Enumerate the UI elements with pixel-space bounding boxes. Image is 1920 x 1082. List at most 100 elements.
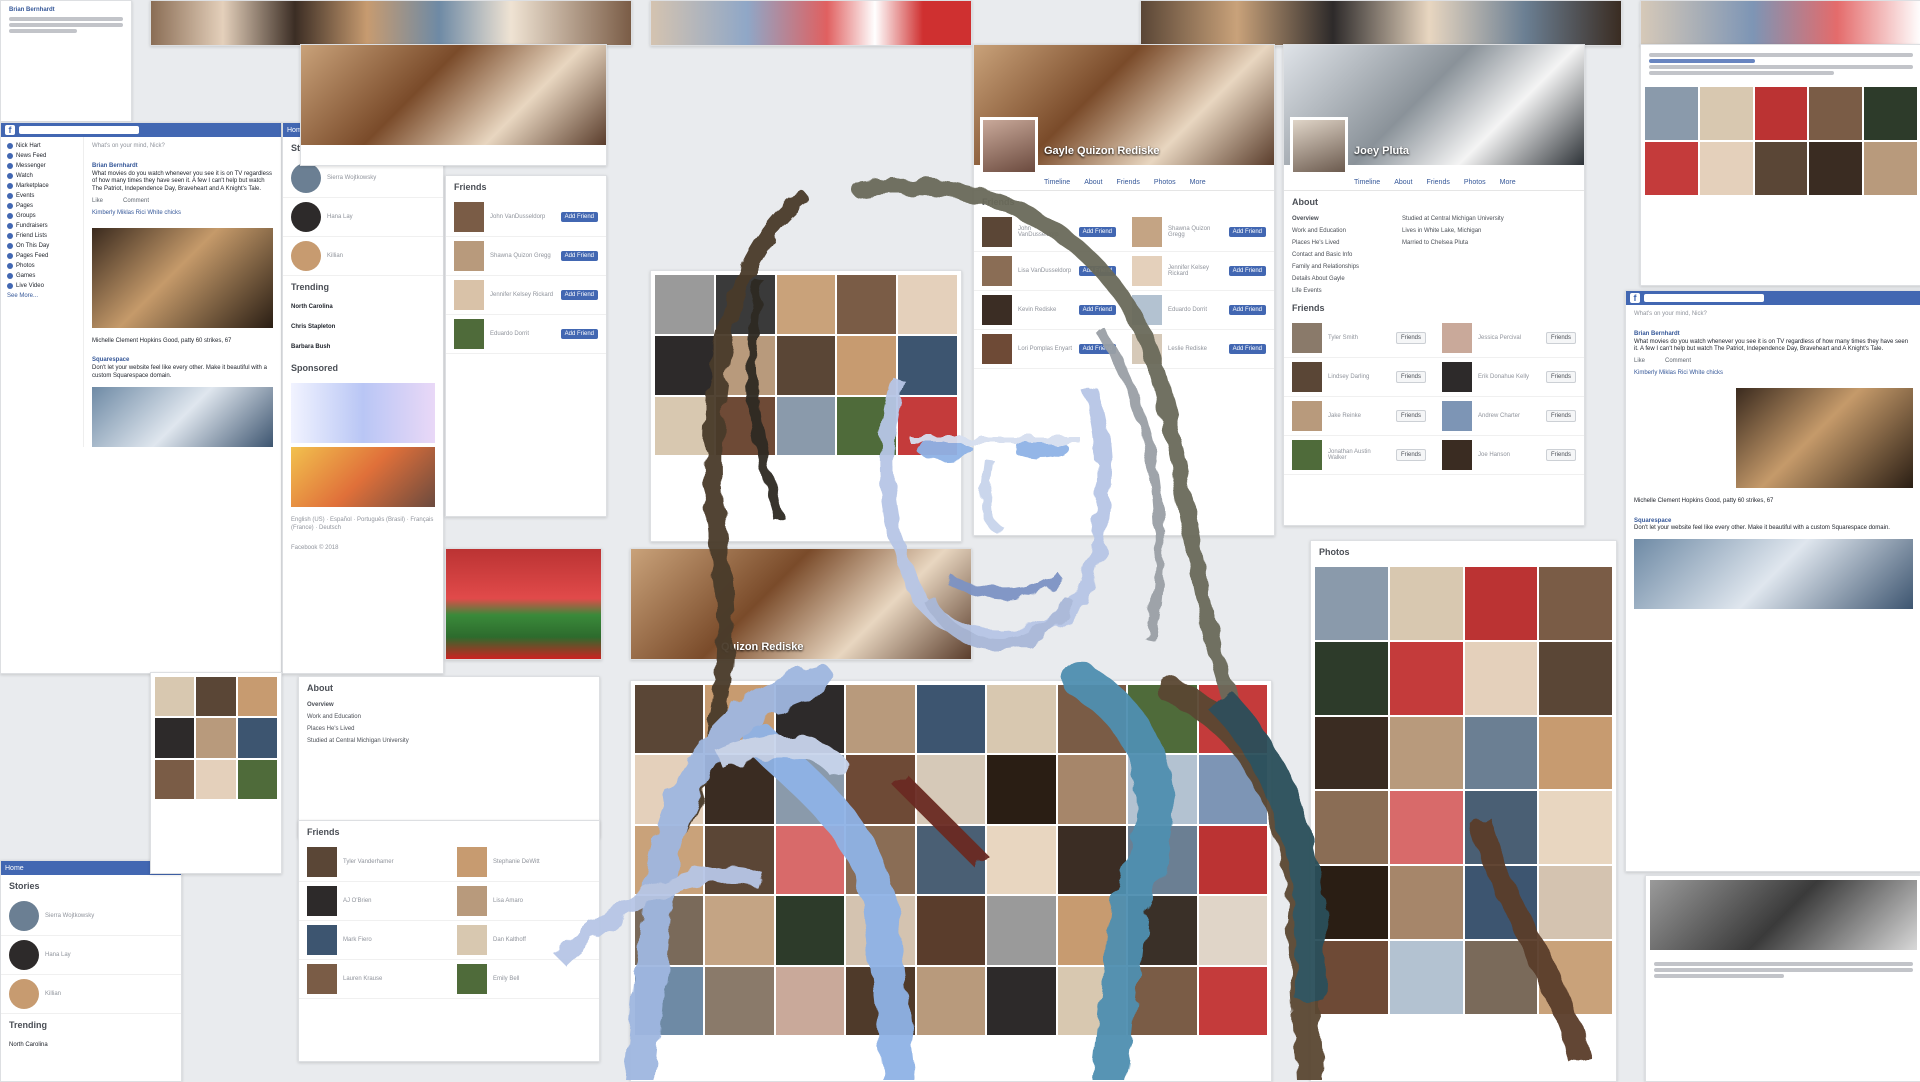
nav-pages-feed[interactable]: Pages Feed [7, 251, 77, 261]
trend-item[interactable]: Chris Stapleton [291, 323, 336, 330]
add-friend-button[interactable]: Add Friend [560, 290, 598, 300]
add-friend-button[interactable]: Add Friend [1078, 305, 1116, 315]
composer[interactable]: What's on your mind, Nick? [84, 137, 281, 157]
composer[interactable]: What's on your mind, Nick? [1634, 311, 1707, 317]
like-button[interactable]: Like [92, 197, 104, 204]
comment-button[interactable]: Comment [1665, 358, 1692, 365]
add-friend-button[interactable]: Add Friend [560, 212, 598, 222]
friends-button[interactable]: Friends [1395, 449, 1426, 461]
add-friend-button[interactable]: Add Friend [560, 251, 598, 261]
post-author[interactable]: Brian Bernhardt [92, 162, 138, 169]
nav-on-this-day[interactable]: On This Day [7, 241, 77, 251]
tab-timeline[interactable]: Timeline [1044, 179, 1071, 186]
add-friend-button[interactable]: Add Friend [1228, 227, 1266, 237]
story-item[interactable]: Killian [1, 975, 181, 1014]
about-life-events[interactable]: Life Events [1292, 288, 1322, 294]
add-friend-button[interactable]: Add Friend [1078, 266, 1116, 276]
nav-home[interactable]: Home [5, 864, 24, 872]
cover-photo: Gayle Quizon Rediske [974, 45, 1274, 175]
comment-button[interactable]: Comment [123, 197, 150, 204]
add-friend-button[interactable]: Add Friend [560, 329, 598, 339]
nav-fundraisers[interactable]: Fundraisers [7, 221, 77, 231]
ad-image[interactable] [291, 447, 435, 508]
sponsored-name[interactable]: Squarespace [92, 357, 130, 364]
about-contact[interactable]: Contact and Basic Info [1292, 252, 1353, 258]
ad-image[interactable] [1634, 539, 1913, 610]
trend-item[interactable]: North Carolina [9, 1042, 48, 1048]
add-friend-button[interactable]: Add Friend [1078, 344, 1116, 354]
about-overview[interactable]: Overview [1292, 216, 1319, 222]
nav-marketplace[interactable]: Marketplace [7, 181, 77, 191]
about-places[interactable]: Places He's Lived [307, 726, 355, 732]
about-overview[interactable]: Overview [307, 702, 334, 708]
add-friend-button[interactable]: Add Friend [1228, 266, 1266, 276]
about-details[interactable]: Details About Gayle [1292, 276, 1345, 282]
nav-pages[interactable]: Pages [7, 201, 77, 211]
tab-more[interactable]: More [1499, 179, 1516, 186]
nav-live-video[interactable]: Live Video [7, 281, 77, 291]
trend-item[interactable]: Barbara Bush [291, 343, 331, 350]
nav-see-more[interactable]: See More... [7, 293, 39, 299]
ad-chart-image[interactable] [291, 383, 435, 444]
about-family[interactable]: Family and Relationships [1292, 264, 1360, 270]
friends-button[interactable]: Friends [1395, 332, 1426, 344]
tab-friends[interactable]: Friends [1426, 179, 1450, 186]
friends-button[interactable]: Friends [1395, 371, 1426, 383]
nav-events[interactable]: Events [7, 191, 77, 201]
story-item[interactable]: Killian [283, 237, 443, 276]
story-item[interactable]: Hana Lay [1, 936, 181, 975]
add-friend-button[interactable]: Add Friend [1228, 344, 1266, 354]
profile-name[interactable]: Quizon Rediske [721, 641, 804, 653]
profile-name[interactable]: Gayle Quizon Rediske [1044, 145, 1160, 157]
tab-friends[interactable]: Friends [1116, 179, 1140, 186]
events-icon [7, 193, 13, 199]
tab-photos[interactable]: Photos [1463, 179, 1486, 186]
friends-button[interactable]: Friends [1545, 410, 1576, 422]
trend-item[interactable]: North Carolina [291, 304, 333, 310]
footer-languages[interactable]: English (US) · Español · Português (Bras… [291, 517, 434, 532]
friend-row: Jennifer Kelsey Rickard Add Friend [1124, 252, 1274, 291]
friend-row: Eduardo Dorrit Add Friend [446, 315, 606, 354]
tab-more[interactable]: More [1189, 179, 1206, 186]
search-input[interactable] [1644, 294, 1764, 302]
friend-row: Stephanie DeWitt [449, 843, 599, 882]
avatar[interactable] [1290, 117, 1348, 175]
about-places[interactable]: Places He's Lived [1292, 240, 1340, 246]
nav-photos[interactable]: Photos [7, 261, 77, 271]
video-thumbnail[interactable] [92, 227, 273, 328]
nav-messenger[interactable]: Messenger [7, 161, 77, 171]
nav-friend-lists[interactable]: Friend Lists [7, 231, 77, 241]
add-friend-button[interactable]: Add Friend [1228, 305, 1266, 315]
friends-button[interactable]: Friends [1395, 410, 1426, 422]
friend-row: Mark Fiero [299, 921, 449, 960]
games-icon [7, 273, 13, 279]
story-item[interactable]: Sierra Wojtkowsky [1, 897, 181, 936]
tab-about[interactable]: About [1394, 179, 1413, 186]
nav-groups[interactable]: Groups [7, 211, 77, 221]
nav-news-feed[interactable]: News Feed [7, 151, 77, 161]
video-thumbnail[interactable] [1736, 387, 1913, 488]
story-item[interactable]: Sierra Wojtkowsky [283, 159, 443, 198]
sponsored-post: Squarespace Don't let your website feel … [1634, 517, 1890, 532]
friend-row: Kevin Rediske Add Friend [974, 291, 1124, 330]
search-input[interactable] [19, 126, 139, 134]
nav-user[interactable]: Nick Hart [7, 141, 77, 151]
nav-home[interactable]: Home [287, 126, 306, 134]
about-work[interactable]: Work and Education [1292, 228, 1346, 234]
friends-button[interactable]: Friends [1545, 371, 1576, 383]
add-friend-button[interactable]: Add Friend [1078, 227, 1116, 237]
profile-name[interactable]: Joey Pluta [1354, 145, 1410, 157]
about-work[interactable]: Work and Education [307, 714, 361, 720]
friends-button[interactable]: Friends [1545, 449, 1576, 461]
nav-games[interactable]: Games [7, 271, 77, 281]
friends-button[interactable]: Friends [1545, 332, 1576, 344]
nav-watch[interactable]: Watch [7, 171, 77, 181]
tab-photos[interactable]: Photos [1153, 179, 1176, 186]
avatar[interactable] [980, 117, 1038, 175]
photo[interactable] [1650, 880, 1917, 950]
like-button[interactable]: Like [1634, 358, 1646, 365]
tab-about[interactable]: About [1084, 179, 1103, 186]
tab-timeline[interactable]: Timeline [1354, 179, 1381, 186]
ad-image[interactable] [92, 386, 273, 447]
story-item[interactable]: Hana Lay [283, 198, 443, 237]
